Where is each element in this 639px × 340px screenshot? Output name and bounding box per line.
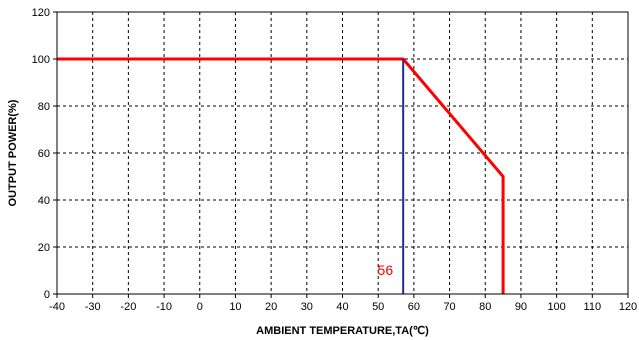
x-tick-label: 20: [265, 301, 277, 313]
y-axis-title: OUTPUT POWER(%): [7, 99, 19, 206]
x-tick-label: 90: [515, 301, 527, 313]
x-tick-label: 120: [619, 301, 637, 313]
y-tick-label: 0: [44, 289, 50, 301]
y-tick-label: 60: [38, 148, 50, 160]
x-tick-label: -20: [120, 301, 136, 313]
y-tick-label: 20: [38, 242, 50, 254]
x-tick-label: 0: [197, 301, 203, 313]
y-tick-label: 80: [38, 101, 50, 113]
x-tick-label: 80: [479, 301, 491, 313]
y-tick-label: 100: [32, 54, 50, 66]
x-tick-label: -40: [49, 301, 65, 313]
x-tick-label: -30: [85, 301, 101, 313]
y-tick-label: 120: [32, 7, 50, 19]
x-tick-label: 110: [584, 301, 602, 313]
x-tick-label: 100: [547, 301, 565, 313]
x-tick-label: 60: [408, 301, 420, 313]
x-tick-label: 10: [229, 301, 241, 313]
series-layer: [57, 57, 505, 294]
x-tick-label: 30: [301, 301, 313, 313]
x-tick-labels: -40 -30 -20 -10 0 10 20 30 40 50 60 70 80 90 100 110 120: [49, 294, 637, 313]
derating-curve-line: [57, 57, 505, 294]
x-tick-label: 70: [443, 301, 455, 313]
annotation-label: 56: [378, 262, 394, 278]
annotation-layer: 56: [378, 262, 394, 278]
grid-layer: [57, 12, 628, 294]
x-axis-title: AMBIENT TEMPERATURE,TA(℃): [256, 325, 429, 337]
x-tick-label: -10: [156, 301, 172, 313]
y-tick-label: 40: [38, 195, 50, 207]
x-tick-label: 50: [372, 301, 384, 313]
y-tick-labels: 0 20 40 60 80 100 120: [32, 7, 57, 301]
x-tick-label: 40: [336, 301, 348, 313]
